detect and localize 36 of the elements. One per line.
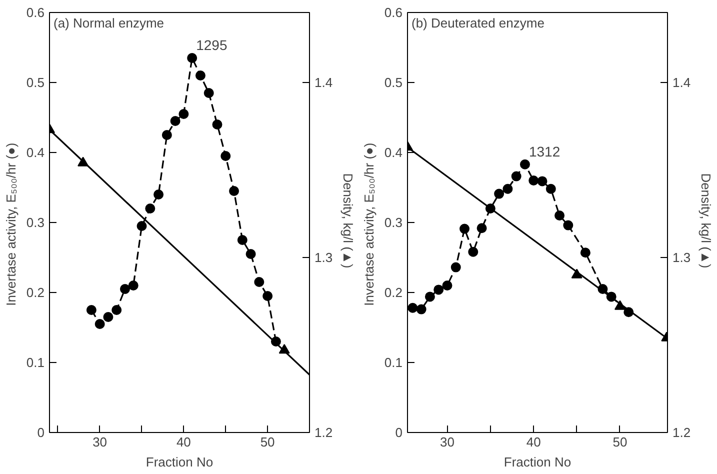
y-tick-label: 0.1 (26, 355, 45, 370)
y-tick-label: 0.4 (384, 145, 403, 160)
x-tick-label: 40 (176, 434, 191, 450)
y-tick-label: 0.1 (384, 355, 403, 370)
y2-axis-title: Density, kg/l (▲) (340, 173, 356, 268)
x-tick-label: 50 (612, 434, 628, 450)
y-tick-label: 0.6 (26, 5, 45, 20)
y-tick-label: 0.5 (26, 75, 45, 90)
chart-title: (a) Normal enzyme (54, 16, 164, 30)
y2-tick-label: 1.3 (672, 250, 691, 265)
y-tick-label: 0.3 (384, 215, 403, 230)
x-axis-title: Fraction No (146, 454, 214, 470)
y2-tick-label: 1.4 (314, 75, 333, 90)
annotation: 1295 (196, 37, 228, 53)
y-tick-label: 0.3 (26, 215, 45, 230)
y-tick-label: 0.2 (26, 285, 45, 300)
x-tick-label: 30 (440, 434, 454, 450)
y-tick-label: 0 (395, 425, 403, 440)
x-tick-label: 40 (526, 434, 541, 450)
y-tick-label: 0.4 (26, 145, 45, 160)
chart-title: (b) Deuterated enzyme (412, 16, 544, 30)
x-tick-label: 50 (260, 434, 275, 450)
x-axis-title: Fraction No (504, 454, 572, 470)
y-tick-label: 0.2 (384, 285, 403, 300)
annotation: 1312 (528, 143, 560, 160)
y2-tick-label: 1.2 (672, 425, 691, 440)
y2-tick-label: 1.3 (314, 250, 333, 265)
y-axis-title: Invertase activity, E₅₀₀/hr (●) (3, 142, 18, 306)
y2-tick-label: 1.4 (672, 75, 691, 90)
y-axis-title: Invertase activity, E₅₀₀/hr (●) (361, 142, 376, 306)
y2-tick-label: 1.2 (314, 425, 333, 440)
y-tick-label: 0.5 (384, 75, 403, 90)
y-tick-label: 0 (37, 425, 45, 440)
x-tick-label: 30 (92, 434, 108, 450)
y-tick-label: 0.6 (384, 5, 403, 20)
y2-axis-title: Density, kg/l (▲) (698, 173, 714, 268)
